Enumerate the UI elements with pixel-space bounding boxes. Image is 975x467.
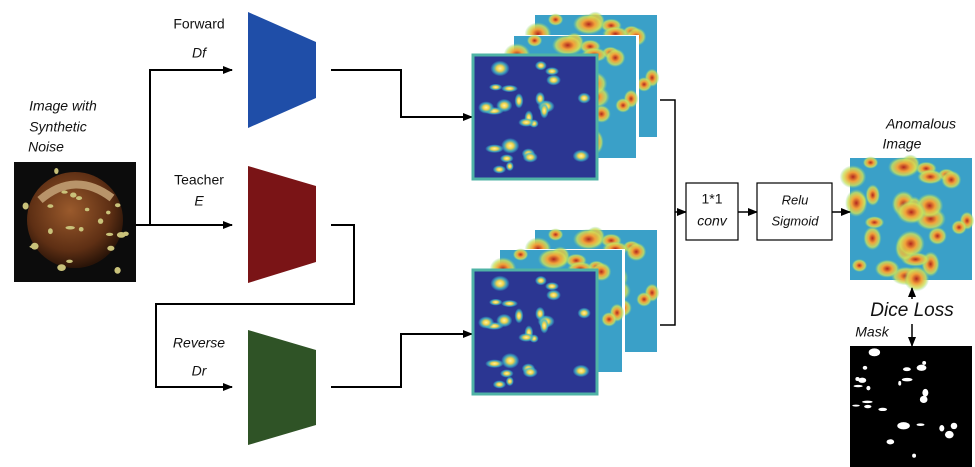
arrow — [150, 70, 232, 225]
conv-label: 1*1 — [701, 191, 722, 207]
network-name: Teacher — [174, 172, 224, 188]
mask-blob — [869, 348, 880, 356]
mask-blob — [862, 401, 873, 403]
activation-label: Sigmoid — [772, 213, 820, 228]
mask-blob — [898, 381, 901, 386]
mask-blob — [951, 423, 958, 429]
mask-blob — [912, 454, 916, 458]
mask-blob — [917, 365, 927, 371]
forward-decoder — [248, 12, 316, 128]
mask-blob — [858, 378, 866, 383]
mask-blob — [878, 408, 887, 411]
noise-patch — [106, 211, 111, 215]
network-symbol: E — [194, 193, 204, 209]
noise-patch — [123, 232, 129, 236]
diagram: Image with Synthetic Noise Forward Df Te… — [0, 0, 975, 467]
mask-image — [850, 346, 972, 467]
noise-patch — [54, 168, 58, 174]
noise-patch — [31, 243, 39, 250]
mask-blob — [866, 386, 870, 390]
teacher-encoder — [248, 166, 316, 283]
noise-patch — [76, 196, 82, 200]
bracket — [660, 100, 675, 325]
mask-blob — [864, 405, 871, 408]
network-symbol: Df — [192, 45, 208, 61]
mask-blob — [945, 431, 954, 438]
noise-patch — [70, 193, 76, 198]
mask-blob — [897, 422, 910, 429]
noise-patch — [85, 208, 90, 212]
mask-label: Mask — [855, 324, 889, 340]
mask-blob — [922, 389, 928, 397]
noise-patch — [23, 203, 29, 210]
input-label: Image with — [29, 98, 97, 114]
mask-blob — [902, 378, 913, 382]
noise-patch — [65, 226, 74, 229]
network-name: Reverse — [173, 335, 225, 351]
heatmap — [840, 154, 975, 291]
input-image — [14, 162, 136, 282]
network-name: Forward — [173, 16, 224, 32]
mask-blob — [920, 396, 928, 403]
loss-label: Dice Loss — [870, 300, 954, 321]
noise-patch — [47, 204, 53, 208]
heatmap — [473, 270, 597, 394]
noise-patch — [106, 233, 113, 236]
noise-patch — [114, 267, 120, 274]
noise-patch — [48, 228, 53, 234]
mask-blob — [852, 405, 860, 407]
output-label: Image — [883, 136, 922, 152]
noise-patch — [115, 203, 120, 207]
mask-blob — [922, 361, 926, 365]
noise-patch — [107, 246, 114, 251]
mask-blob — [863, 366, 867, 370]
noise-patch — [57, 264, 66, 271]
network-symbol: Dr — [192, 363, 208, 379]
mask-blob — [903, 367, 911, 371]
noise-patch — [61, 191, 67, 194]
activation-label: Relu — [782, 192, 809, 207]
reverse-decoder — [248, 330, 316, 445]
mask-blob — [917, 423, 925, 426]
noise-patch — [66, 260, 73, 263]
mask-blob — [939, 425, 944, 431]
heatmap — [473, 55, 597, 179]
output-label: Anomalous — [885, 116, 956, 132]
arrow — [331, 334, 472, 387]
mask-blob — [887, 439, 895, 444]
input-label: Noise — [28, 139, 64, 155]
input-label: Synthetic — [29, 119, 87, 135]
mask-blob — [854, 385, 863, 387]
conv-label: conv — [697, 213, 728, 229]
noise-patch — [79, 227, 84, 232]
noise-patch — [98, 218, 103, 224]
arrow — [331, 70, 472, 117]
